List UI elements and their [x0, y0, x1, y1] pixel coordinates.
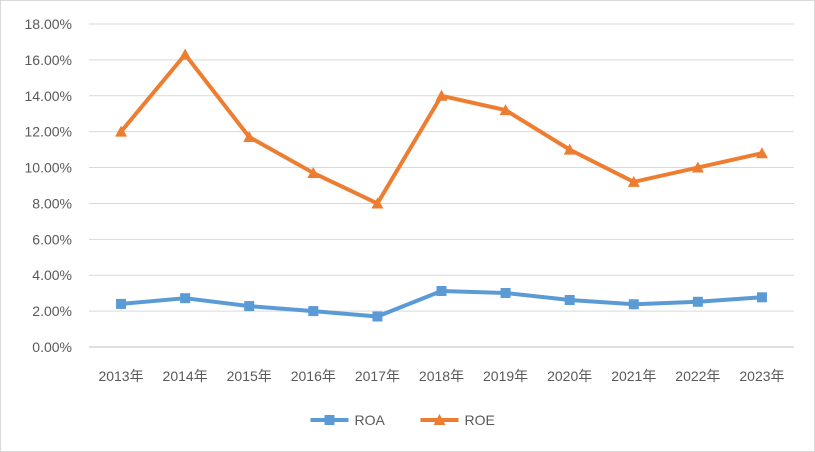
- x-tick-label: 2020年: [547, 368, 592, 384]
- data-point: [628, 299, 639, 310]
- legend-label: ROA: [355, 412, 386, 428]
- legend-item-roa: ROA: [310, 412, 386, 428]
- x-axis-tick-labels: 2013年 2014年 2015年 2016年 2017年 2018年 2019年 2020年…: [98, 368, 784, 384]
- series-roa: [116, 286, 767, 322]
- data-point: [179, 48, 192, 60]
- data-point: [435, 89, 448, 101]
- x-tick-label: 2018年: [419, 368, 464, 384]
- legend: ROA ROE: [310, 412, 495, 428]
- y-tick-label: 12.00%: [25, 124, 72, 140]
- data-point: [756, 292, 767, 303]
- data-point: [307, 166, 320, 178]
- y-tick-label: 6.00%: [32, 231, 72, 247]
- x-tick-label: 2017年: [355, 368, 400, 384]
- x-tick-label: 2019年: [483, 368, 528, 384]
- x-tick-label: 2015年: [227, 368, 272, 384]
- data-point: [436, 286, 447, 297]
- data-point: [564, 294, 575, 305]
- y-tick-label: 8.00%: [32, 195, 72, 211]
- series-lines: [115, 48, 768, 322]
- data-point: [308, 306, 319, 317]
- y-tick-label: 16.00%: [25, 52, 72, 68]
- gridlines: [89, 23, 794, 348]
- x-tick-label: 2022年: [675, 368, 720, 384]
- data-point: [692, 296, 703, 307]
- y-tick-label: 2.00%: [32, 303, 72, 319]
- y-tick-label: 10.00%: [25, 160, 72, 176]
- legend-marker: [324, 415, 335, 425]
- data-point: [180, 293, 191, 304]
- series-line: [119, 52, 764, 206]
- x-tick-label: 2023年: [739, 368, 784, 384]
- data-point: [372, 311, 383, 322]
- x-tick-label: 2014年: [163, 368, 208, 384]
- legend-item-roe: ROE: [420, 412, 495, 428]
- x-tick-label: 2021年: [611, 368, 656, 384]
- legend-marker: [433, 414, 446, 425]
- legend-label: ROE: [465, 412, 495, 428]
- data-point: [563, 143, 576, 155]
- data-point: [500, 287, 511, 298]
- y-axis-tick-labels: 0.00% 2.00% 4.00% 6.00% 8.00% 10.00% 12.00% 14.…: [25, 16, 72, 355]
- y-tick-label: 14.00%: [25, 88, 72, 104]
- data-point: [244, 301, 255, 312]
- data-point: [371, 197, 384, 209]
- y-tick-label: 18.00%: [25, 16, 72, 32]
- data-point: [116, 298, 127, 309]
- data-point: [499, 104, 512, 116]
- y-tick-label: 4.00%: [32, 267, 72, 283]
- data-point: [691, 161, 704, 173]
- data-point: [243, 131, 256, 143]
- y-tick-label: 0.00%: [32, 339, 72, 355]
- data-point: [755, 147, 768, 159]
- series-roe: [115, 48, 768, 209]
- data-point: [115, 125, 128, 137]
- x-tick-label: 2013年: [98, 368, 143, 384]
- x-tick-label: 2016年: [291, 368, 336, 384]
- data-point: [627, 175, 640, 187]
